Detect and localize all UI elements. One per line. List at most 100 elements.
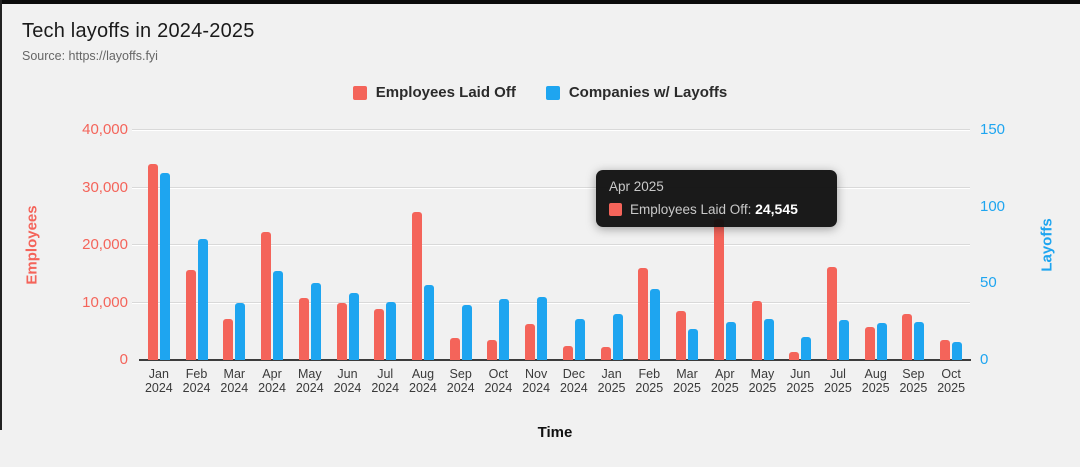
legend-swatch-employees-icon bbox=[352, 85, 367, 100]
x-tick-aug-2024: Aug 2024 bbox=[409, 367, 437, 395]
bar-employees-may-2024[interactable] bbox=[298, 298, 309, 360]
bar-employees-mar-2024[interactable] bbox=[223, 318, 234, 360]
gridline-10000 bbox=[132, 301, 970, 303]
bar-employees-mar-2025[interactable] bbox=[676, 311, 687, 360]
y-tick-left-0: 0 bbox=[119, 351, 128, 368]
chart-legend: Employees Laid Off Companies w/ Layoffs bbox=[0, 84, 1080, 101]
legend-label-employees: Employees Laid Off bbox=[375, 84, 516, 101]
legend-item-companies[interactable]: Companies w/ Layoffs bbox=[545, 84, 728, 101]
tooltip-series-text: Employees Laid Off: 24,545 bbox=[630, 201, 798, 217]
x-tick-jan-2024: Jan 2024 bbox=[144, 367, 173, 395]
bar-companies-apr-2024[interactable] bbox=[273, 271, 284, 360]
bar-employees-jan-2025[interactable] bbox=[600, 347, 611, 360]
bar-companies-oct-2025[interactable] bbox=[952, 341, 963, 360]
bar-companies-jul-2025[interactable] bbox=[838, 320, 849, 360]
y-tick-left-10000: 10,000 bbox=[82, 293, 128, 311]
bar-employees-feb-2024[interactable] bbox=[185, 270, 196, 360]
source-link[interactable]: Source: https://layoffs.fyi bbox=[22, 49, 158, 63]
y-axis-label-layoffs: Layoffs bbox=[1038, 218, 1056, 272]
legend-swatch-companies-icon bbox=[545, 85, 560, 100]
legend-item-employees[interactable]: Employees Laid Off bbox=[352, 84, 516, 101]
bar-employees-oct-2025[interactable] bbox=[940, 340, 951, 360]
y-tick-right-0: 0 bbox=[980, 351, 989, 368]
bar-employees-sep-2025[interactable] bbox=[902, 314, 913, 360]
bar-employees-jun-2025[interactable] bbox=[789, 351, 800, 360]
gridline-20000 bbox=[132, 244, 970, 245]
y-tick-right-100: 100 bbox=[980, 197, 1006, 215]
bar-companies-jan-2025[interactable] bbox=[612, 314, 623, 360]
chart-tooltip: Apr 2025 Employees Laid Off: 24,545 bbox=[596, 170, 837, 227]
bar-employees-may-2025[interactable] bbox=[751, 300, 762, 360]
bar-companies-apr-2025[interactable] bbox=[725, 321, 736, 360]
x-axis-label-time: Time bbox=[537, 424, 573, 441]
x-axis-line bbox=[139, 359, 971, 361]
bar-employees-apr-2024[interactable] bbox=[261, 231, 272, 360]
x-tick-jul-2025: Jul 2025 bbox=[824, 367, 852, 395]
x-tick-aug-2025: Aug 2025 bbox=[861, 367, 890, 395]
x-tick-feb-2025: Feb 2025 bbox=[635, 367, 664, 395]
x-tick-may-2024: May 2024 bbox=[295, 367, 324, 395]
tooltip-series-row: Employees Laid Off: 24,545 bbox=[609, 201, 824, 217]
bar-employees-apr-2025[interactable] bbox=[713, 218, 724, 360]
bar-employees-oct-2024[interactable] bbox=[487, 339, 498, 360]
y-tick-right-50: 50 bbox=[980, 274, 997, 292]
bar-companies-feb-2025[interactable] bbox=[650, 289, 661, 360]
y-tick-left-40000: 40,000 bbox=[82, 121, 128, 138]
bar-companies-aug-2025[interactable] bbox=[876, 323, 887, 360]
bar-companies-mar-2025[interactable] bbox=[688, 329, 699, 360]
x-tick-sep-2025: Sep 2025 bbox=[899, 367, 928, 395]
bar-companies-mar-2024[interactable] bbox=[235, 303, 246, 360]
page-title: Tech layoffs in 2024-2025 bbox=[22, 20, 255, 42]
bar-employees-dec-2024[interactable] bbox=[562, 346, 573, 360]
x-tick-jan-2025: Jan 2025 bbox=[597, 367, 626, 395]
y-tick-right-150: 150 bbox=[980, 121, 1006, 138]
bar-companies-jan-2024[interactable] bbox=[159, 172, 170, 360]
tooltip-value: 24,545 bbox=[755, 201, 798, 217]
window-top-border bbox=[0, 0, 1080, 4]
bar-companies-may-2025[interactable] bbox=[763, 318, 774, 360]
gridline-30000 bbox=[132, 186, 970, 188]
y-axis-label-employees: Employees bbox=[23, 205, 41, 285]
x-tick-sep-2024: Sep 2024 bbox=[446, 367, 475, 395]
legend-label-companies: Companies w/ Layoffs bbox=[568, 84, 728, 101]
bar-employees-sep-2024[interactable] bbox=[449, 337, 460, 360]
x-tick-dec-2024: Dec 2024 bbox=[559, 367, 588, 395]
window-left-border bbox=[0, 0, 2, 430]
bar-companies-may-2024[interactable] bbox=[310, 283, 321, 360]
bar-companies-feb-2024[interactable] bbox=[197, 238, 208, 360]
x-tick-jun-2025: Jun 2025 bbox=[786, 367, 815, 395]
bar-companies-jul-2024[interactable] bbox=[386, 301, 397, 360]
x-tick-jul-2024: Jul 2024 bbox=[371, 367, 400, 395]
bar-companies-dec-2024[interactable] bbox=[574, 318, 585, 360]
bar-employees-jun-2024[interactable] bbox=[336, 302, 347, 360]
bar-companies-nov-2024[interactable] bbox=[537, 297, 548, 360]
gridline-40000 bbox=[132, 129, 970, 130]
x-tick-nov-2024: Nov 2024 bbox=[522, 367, 551, 395]
x-tick-apr-2024: Apr 2024 bbox=[258, 367, 286, 395]
bar-employees-feb-2025[interactable] bbox=[638, 268, 649, 360]
bar-companies-jun-2025[interactable] bbox=[801, 337, 812, 360]
bar-employees-jul-2024[interactable] bbox=[374, 308, 385, 360]
y-tick-left-30000: 30,000 bbox=[82, 178, 128, 196]
y-tick-left-20000: 20,000 bbox=[82, 236, 128, 253]
bar-employees-nov-2024[interactable] bbox=[525, 323, 536, 360]
bar-employees-jul-2025[interactable] bbox=[826, 267, 837, 360]
tooltip-title: Apr 2025 bbox=[609, 179, 664, 194]
bar-companies-sep-2024[interactable] bbox=[461, 304, 472, 360]
x-tick-apr-2025: Apr 2025 bbox=[710, 367, 739, 395]
bar-employees-aug-2024[interactable] bbox=[411, 211, 422, 360]
x-tick-mar-2024: Mar 2024 bbox=[220, 367, 249, 395]
x-tick-jun-2024: Jun 2024 bbox=[333, 367, 362, 395]
tooltip-series-swatch-icon bbox=[609, 202, 622, 216]
x-tick-may-2025: May 2025 bbox=[748, 367, 777, 395]
bar-employees-jan-2024[interactable] bbox=[147, 163, 158, 360]
bar-companies-aug-2024[interactable] bbox=[423, 284, 434, 360]
bar-companies-sep-2025[interactable] bbox=[914, 321, 925, 360]
x-tick-mar-2025: Mar 2025 bbox=[673, 367, 701, 395]
bar-companies-jun-2024[interactable] bbox=[348, 292, 359, 360]
x-tick-oct-2024: Oct 2024 bbox=[484, 367, 513, 395]
bar-companies-oct-2024[interactable] bbox=[499, 298, 510, 360]
bar-employees-aug-2025[interactable] bbox=[864, 327, 875, 360]
